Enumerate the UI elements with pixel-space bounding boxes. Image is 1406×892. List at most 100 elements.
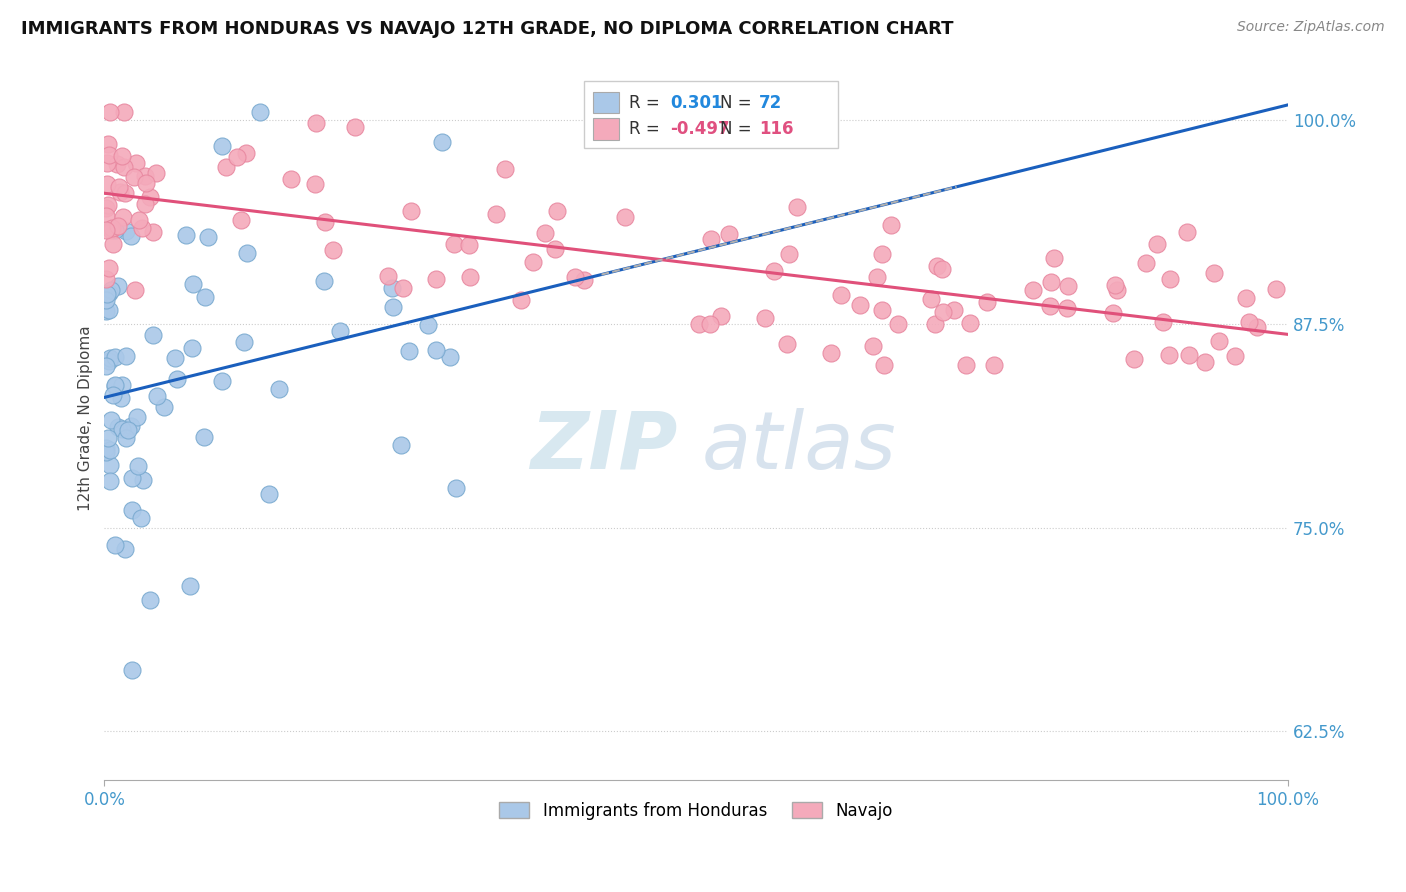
- Point: [100, 458, 122, 472]
- Point: [1208, 334, 1230, 349]
- Point: [214, 160, 236, 174]
- Y-axis label: 12th Grade, No Diploma: 12th Grade, No Diploma: [79, 325, 93, 510]
- Point: [880, 219, 903, 233]
- Point: [329, 324, 352, 338]
- Point: [101, 236, 124, 251]
- Point: [572, 273, 595, 287]
- Point: [776, 336, 799, 351]
- Point: [1223, 349, 1246, 363]
- Point: [211, 374, 233, 388]
- Point: [830, 288, 852, 302]
- Point: [142, 327, 165, 342]
- Point: [886, 317, 908, 331]
- Point: [1039, 299, 1062, 313]
- Point: [115, 431, 138, 445]
- Point: [153, 400, 176, 414]
- Point: [1175, 226, 1198, 240]
- Point: [183, 277, 205, 291]
- Point: [193, 430, 215, 444]
- Point: [107, 219, 129, 233]
- Point: [179, 579, 201, 593]
- Legend: Immigrants from Honduras, Navajo: Immigrants from Honduras, Navajo: [494, 795, 900, 826]
- Point: [1239, 314, 1261, 328]
- Text: atlas: atlas: [702, 408, 897, 486]
- Point: [96, 293, 118, 307]
- Point: [931, 262, 953, 277]
- Point: [688, 317, 710, 331]
- Text: 0.301: 0.301: [671, 94, 723, 112]
- Point: [103, 388, 125, 402]
- Point: [710, 309, 733, 323]
- Point: [194, 290, 217, 304]
- Point: [443, 236, 465, 251]
- Point: [98, 148, 121, 162]
- Point: [381, 280, 404, 294]
- Point: [111, 211, 134, 225]
- Point: [425, 343, 447, 358]
- Point: [165, 351, 187, 365]
- Point: [314, 215, 336, 229]
- FancyBboxPatch shape: [593, 119, 619, 140]
- Point: [1202, 266, 1225, 280]
- Point: [458, 269, 481, 284]
- Text: -0.497: -0.497: [671, 120, 730, 138]
- Point: [873, 358, 896, 372]
- Point: [181, 341, 204, 355]
- Point: [1178, 348, 1201, 362]
- Point: [117, 423, 139, 437]
- Point: [920, 292, 942, 306]
- Text: N =: N =: [720, 94, 756, 112]
- Point: [104, 538, 127, 552]
- Point: [114, 349, 136, 363]
- Point: [1159, 271, 1181, 285]
- FancyBboxPatch shape: [593, 92, 619, 113]
- Point: [139, 190, 162, 204]
- Point: [700, 232, 723, 246]
- Point: [139, 593, 162, 607]
- Point: [114, 105, 136, 120]
- Point: [120, 418, 142, 433]
- Point: [862, 339, 884, 353]
- Point: [111, 149, 134, 163]
- Point: [98, 286, 121, 301]
- Point: [1265, 282, 1288, 296]
- Point: [849, 298, 872, 312]
- Point: [229, 212, 252, 227]
- Point: [267, 382, 290, 396]
- Point: [1146, 236, 1168, 251]
- Point: [1056, 278, 1078, 293]
- Point: [322, 244, 344, 258]
- Point: [96, 287, 118, 301]
- Point: [100, 223, 122, 237]
- Point: [125, 409, 148, 424]
- Point: [1056, 301, 1078, 316]
- Point: [94, 359, 117, 373]
- Point: [983, 358, 1005, 372]
- Point: [94, 441, 117, 455]
- Point: [870, 247, 893, 261]
- Point: [280, 172, 302, 186]
- Point: [111, 377, 134, 392]
- Point: [1021, 283, 1043, 297]
- Point: [100, 475, 122, 489]
- Point: [122, 170, 145, 185]
- Point: [94, 209, 117, 223]
- Point: [304, 116, 326, 130]
- Point: [104, 378, 127, 392]
- Point: [543, 242, 565, 256]
- Point: [418, 318, 440, 333]
- Point: [866, 269, 889, 284]
- Point: [1107, 284, 1129, 298]
- Point: [225, 150, 247, 164]
- Point: [134, 197, 156, 211]
- Point: [699, 317, 721, 331]
- Point: [1194, 354, 1216, 368]
- Point: [125, 156, 148, 170]
- Point: [120, 229, 142, 244]
- Point: [129, 511, 152, 525]
- Point: [534, 227, 557, 241]
- Text: R =: R =: [628, 120, 665, 138]
- Point: [142, 225, 165, 239]
- Point: [121, 503, 143, 517]
- Point: [1135, 256, 1157, 270]
